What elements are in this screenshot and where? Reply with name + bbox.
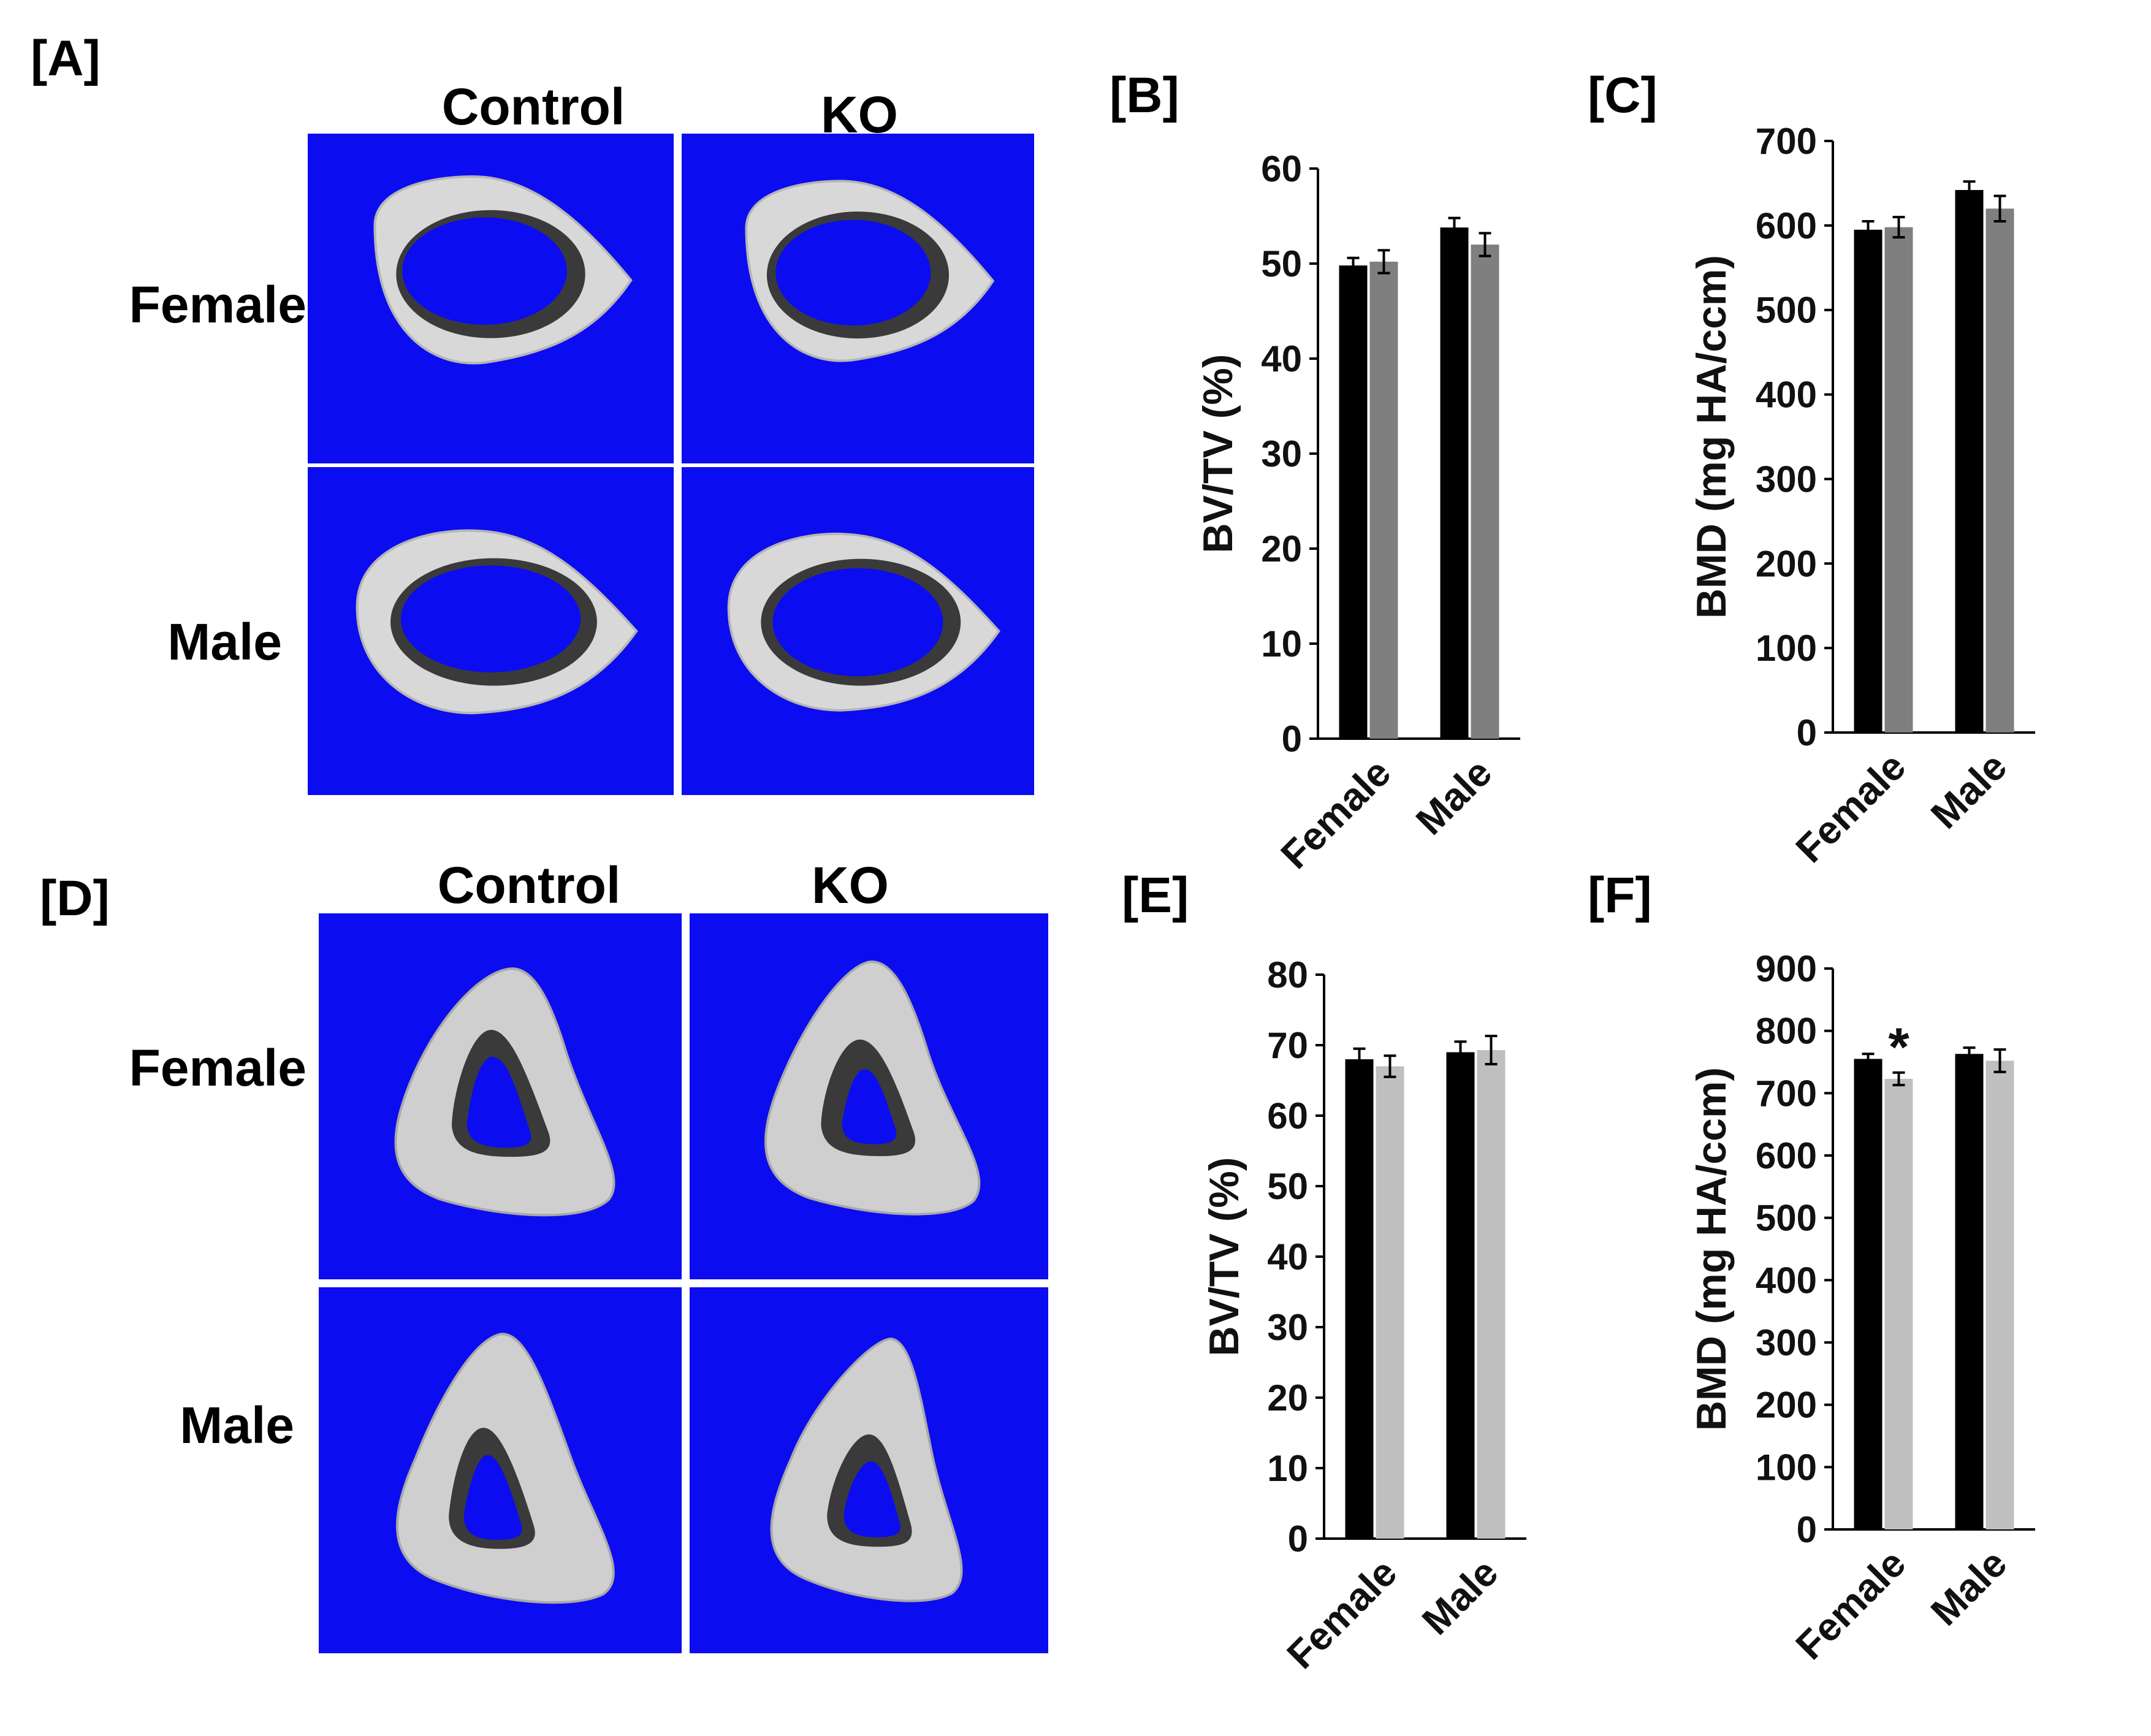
panel-label-c: [C] [1588, 67, 1658, 123]
microct-image-ko-male [682, 467, 1034, 795]
x-category-label: Female [1279, 1550, 1406, 1677]
y-tick-label: 600 [1756, 1135, 1817, 1176]
y-tick-label: 500 [1756, 1198, 1817, 1239]
microct-image-control-male-d [319, 1287, 682, 1653]
y-tick-label: 100 [1756, 1447, 1817, 1488]
y-tick-label: 30 [1267, 1307, 1308, 1348]
bar-ko-male [1477, 1050, 1506, 1539]
y-tick-label: 300 [1756, 459, 1817, 500]
y-tick-label: 100 [1756, 628, 1817, 669]
y-tick-label: 0 [1797, 712, 1817, 753]
significance-star: * [1888, 1016, 1909, 1077]
bar-control-male [1955, 1054, 1984, 1529]
microct-image-control-female-d [319, 913, 682, 1279]
y-tick-label: 50 [1261, 243, 1302, 284]
column-header-ko: KO [821, 86, 898, 143]
microct-image-control-female [308, 134, 674, 463]
bar-control-male [1446, 1052, 1475, 1539]
x-category-label: Male [1407, 750, 1501, 843]
y-tick-label: 700 [1756, 121, 1817, 162]
chart-b-bv-tv: 0 10 20 30 40 50 60 BV/TV (%) Female Male [1195, 148, 1520, 877]
x-category-label: Female [1787, 744, 1914, 871]
microct-image-ko-female [682, 134, 1034, 463]
microct-image-ko-male-d [690, 1287, 1048, 1653]
y-tick-label: 40 [1261, 338, 1302, 379]
x-category-label: Male [1922, 1541, 2016, 1634]
chart-c-bmd: 0 100 200 300 400 500 600 700 BMD (mg HA/ccm) Fem… [1688, 121, 2035, 871]
panel-label-a: [A] [31, 31, 101, 86]
y-tick-label: 60 [1261, 148, 1302, 189]
x-category-label: Female [1787, 1541, 1914, 1668]
row-label-male-d: Male [180, 1396, 294, 1454]
y-tick-label: 10 [1267, 1448, 1308, 1489]
y-tick-label: 200 [1756, 1385, 1817, 1426]
y-tick-label: 40 [1267, 1236, 1308, 1277]
y-axis-label: BMD (mg HA/ccm) [1688, 255, 1735, 619]
bar-ko-female [1884, 1078, 1913, 1529]
bar-ko-female [1376, 1066, 1404, 1539]
y-axis-label: BV/TV (%) [1195, 354, 1241, 554]
panel-label-d: [D] [40, 870, 110, 926]
row-label-female: Female [129, 276, 307, 333]
y-tick-label: 400 [1756, 1260, 1817, 1301]
bar-ko-female [1884, 227, 1913, 733]
row-label-male: Male [167, 613, 282, 671]
y-tick-label: 800 [1756, 1011, 1817, 1052]
chart-f-bmd: 0 100 200 300 400 500 600 700 800 900 BMD (mg HA/c… [1688, 948, 2035, 1668]
bar-ko-female [1369, 261, 1398, 739]
y-tick-label: 10 [1261, 623, 1302, 664]
chart-e-bv-tv: 0 10 20 30 40 50 60 70 80 BV/TV (%) Female Male [1201, 954, 1526, 1677]
y-tick-label: 20 [1261, 528, 1302, 569]
bar-ko-male [1471, 245, 1499, 739]
y-tick-label: 300 [1756, 1322, 1817, 1363]
bar-control-male [1955, 189, 1984, 733]
x-category-label: Female [1273, 750, 1399, 877]
y-tick-label: 200 [1756, 543, 1817, 584]
panel-label-e: [E] [1122, 867, 1189, 923]
y-tick-label: 70 [1267, 1025, 1308, 1066]
panel-label-f: [F] [1588, 867, 1652, 923]
bar-ko-male [1985, 208, 2014, 733]
y-axis-label: BMD (mg HA/ccm) [1688, 1067, 1735, 1431]
y-tick-label: 50 [1267, 1166, 1308, 1207]
y-axis-label: BV/TV (%) [1201, 1157, 1247, 1357]
y-tick-label: 20 [1267, 1377, 1308, 1418]
y-tick-label: 60 [1267, 1095, 1308, 1136]
row-label-female-d: Female [129, 1039, 307, 1097]
y-tick-label: 900 [1756, 948, 1817, 989]
column-header-control-d: Control [437, 856, 621, 914]
y-tick-label: 400 [1756, 375, 1817, 416]
x-category-label: Male [1922, 744, 2016, 837]
y-tick-label: 500 [1756, 290, 1817, 331]
panel-label-b: [B] [1110, 67, 1179, 123]
y-tick-label: 600 [1756, 205, 1817, 246]
x-category-label: Male [1414, 1550, 1507, 1643]
y-tick-label: 80 [1267, 954, 1308, 996]
microct-image-ko-female-d [690, 913, 1048, 1279]
bar-ko-male [1985, 1060, 2014, 1529]
y-tick-label: 0 [1288, 1518, 1308, 1559]
bar-control-female [1339, 265, 1368, 739]
y-tick-label: 30 [1261, 433, 1302, 474]
microct-image-control-male [308, 467, 674, 795]
y-tick-label: 0 [1797, 1509, 1817, 1550]
column-header-ko-d: KO [812, 856, 889, 914]
y-tick-label: 700 [1756, 1073, 1817, 1114]
bar-control-female [1345, 1059, 1374, 1539]
column-header-control: Control [441, 78, 625, 135]
y-tick-label: 0 [1282, 718, 1302, 760]
bar-control-female [1854, 1059, 1883, 1529]
bar-control-male [1440, 227, 1469, 739]
bar-control-female [1854, 229, 1883, 733]
